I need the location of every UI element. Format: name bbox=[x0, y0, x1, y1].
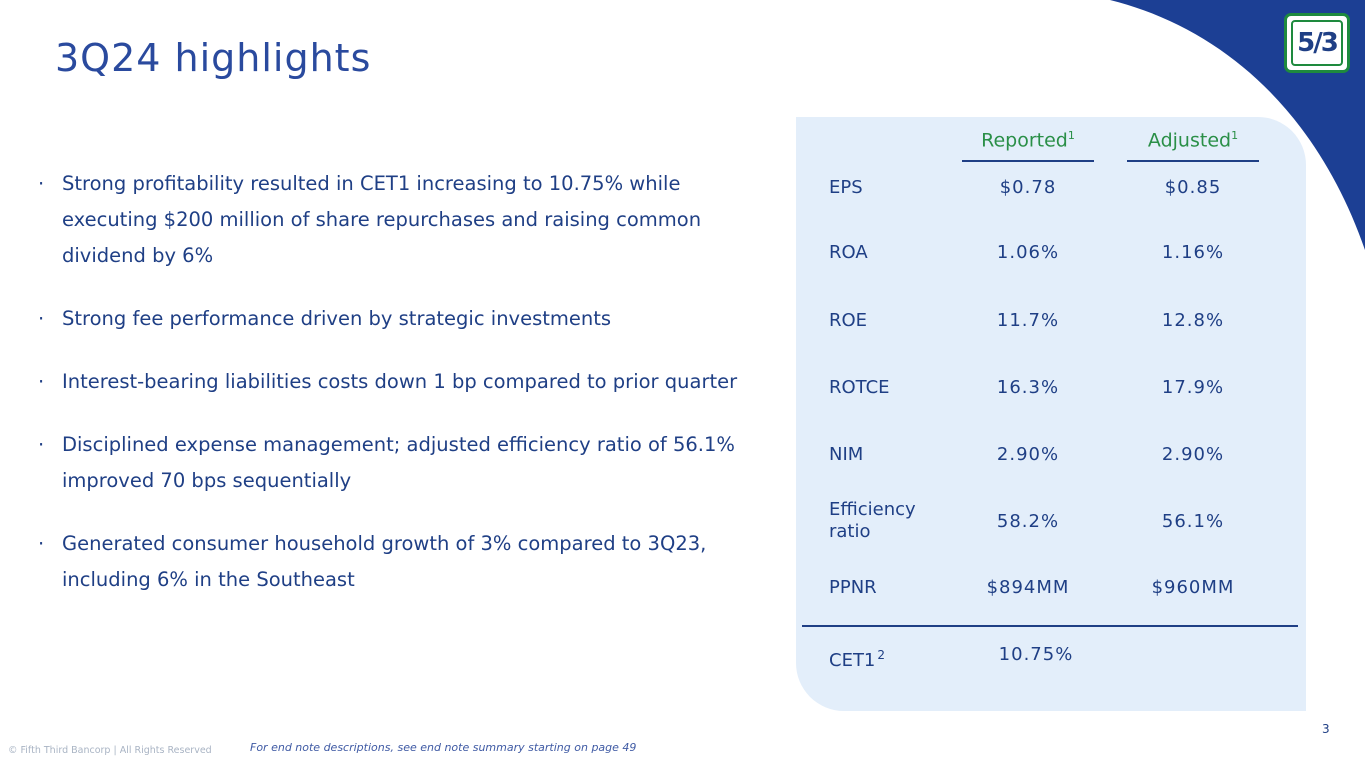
bullet-icon: · bbox=[38, 370, 45, 393]
bullet-icon: · bbox=[38, 307, 45, 330]
eps-adjusted: $0.85 bbox=[1164, 177, 1222, 198]
header-underline-reported bbox=[962, 160, 1094, 162]
header-reported-sup: 1 bbox=[1067, 129, 1075, 142]
header-reported-label: Reported bbox=[981, 129, 1068, 152]
row-label-cet1: CET1 2 bbox=[829, 644, 949, 672]
nim-reported: 2.90% bbox=[996, 444, 1060, 465]
copyright-notice: © Fifth Third Bancorp | All Rights Reser… bbox=[8, 745, 212, 756]
header-adjusted: Adjusted1 bbox=[1127, 129, 1259, 151]
header-underline-adjusted bbox=[1127, 160, 1259, 162]
row-label-rotce: ROTCE bbox=[829, 377, 890, 398]
row-label-ppnr: PPNR bbox=[829, 577, 877, 598]
cet1-sup: 2 bbox=[877, 648, 886, 662]
roa-adjusted: 1.16% bbox=[1161, 242, 1225, 263]
nim-adjusted: 2.90% bbox=[1161, 444, 1225, 465]
row-label-roa: ROA bbox=[829, 242, 868, 263]
bullet-text: Generated consumer household growth of 3… bbox=[62, 532, 707, 591]
list-item: · Strong fee performance driven by strat… bbox=[38, 301, 758, 337]
rotce-reported: 16.3% bbox=[996, 377, 1060, 398]
bullet-icon: · bbox=[38, 433, 45, 456]
bullet-text: Strong fee performance driven by strateg… bbox=[62, 307, 612, 330]
cet1-reported: 10.75% bbox=[998, 644, 1074, 665]
roa-reported: 1.06% bbox=[996, 242, 1060, 263]
header-reported: Reported1 bbox=[962, 129, 1094, 151]
row-label-roe: ROE bbox=[829, 310, 868, 331]
highlights-list: · Strong profitability resulted in CET1 … bbox=[38, 166, 758, 625]
header-adjusted-sup: 1 bbox=[1231, 129, 1239, 142]
fifth-third-logo: 5/3 bbox=[1284, 13, 1350, 73]
efficiency-adjusted: 56.1% bbox=[1161, 511, 1225, 532]
bullet-text: Interest-bearing liabilities costs down … bbox=[62, 370, 738, 393]
bullet-text: Strong profitability resulted in CET1 in… bbox=[62, 172, 702, 267]
efficiency-reported: 58.2% bbox=[996, 511, 1060, 532]
list-item: · Interest-bearing liabilities costs dow… bbox=[38, 364, 758, 400]
endnote-reference: For end note descriptions, see end note … bbox=[250, 741, 637, 754]
ppnr-adjusted: $960MM bbox=[1151, 577, 1235, 598]
bullet-text: Disciplined expense management; adjusted… bbox=[62, 433, 735, 492]
bullet-icon: · bbox=[38, 532, 45, 555]
roe-reported: 11.7% bbox=[996, 310, 1060, 331]
roe-adjusted: 12.8% bbox=[1161, 310, 1225, 331]
page-number: 3 bbox=[1322, 722, 1330, 736]
cet1-label: CET1 bbox=[829, 650, 876, 671]
header-adjusted-label: Adjusted bbox=[1147, 129, 1232, 152]
list-item: · Generated consumer household growth of… bbox=[38, 526, 758, 598]
row-label-eps: EPS bbox=[829, 177, 863, 198]
table-divider bbox=[802, 625, 1298, 627]
logo-mark: 5/3 bbox=[1291, 20, 1343, 66]
bullet-icon: · bbox=[38, 172, 45, 195]
rotce-adjusted: 17.9% bbox=[1161, 377, 1225, 398]
row-label-nim: NIM bbox=[829, 444, 864, 465]
page-title: 3Q24 highlights bbox=[55, 36, 372, 80]
row-label-efficiency-ratio: Efficiency ratio bbox=[829, 499, 916, 542]
ppnr-reported: $894MM bbox=[986, 577, 1070, 598]
list-item: · Disciplined expense management; adjust… bbox=[38, 427, 758, 499]
list-item: · Strong profitability resulted in CET1 … bbox=[38, 166, 758, 274]
metrics-panel bbox=[796, 117, 1306, 711]
eps-reported: $0.78 bbox=[999, 177, 1057, 198]
